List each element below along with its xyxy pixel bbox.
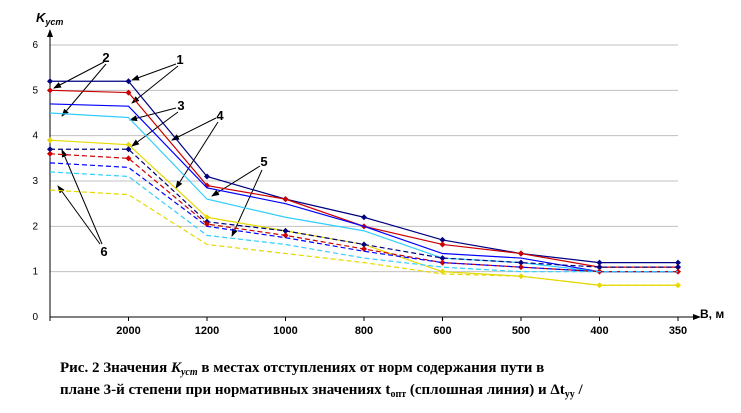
annotation: 6 <box>100 244 107 259</box>
point-marker <box>439 255 446 262</box>
point-marker <box>204 221 210 228</box>
point-marker <box>596 264 603 271</box>
series-line <box>49 171 678 273</box>
x-tick-label: 1200 <box>195 325 219 337</box>
point-marker <box>282 227 289 234</box>
point-marker <box>675 259 681 266</box>
x-tick-label: 350 <box>669 325 687 337</box>
annotation: 5 <box>260 154 267 169</box>
point-marker <box>596 259 603 266</box>
y-tick-label: 3 <box>32 176 38 187</box>
point-marker <box>125 155 132 162</box>
annotation: 1 <box>176 52 183 67</box>
point-marker <box>361 246 367 252</box>
point-marker <box>47 137 53 144</box>
series-line <box>49 189 678 286</box>
point-marker <box>47 87 53 94</box>
point-marker <box>282 232 289 239</box>
point-marker <box>675 282 681 289</box>
point-marker <box>596 282 603 289</box>
caption: Рис. 2 Значения Kуст в местах отступлени… <box>60 360 544 378</box>
point-marker <box>125 89 132 96</box>
y-tick-label: 6 <box>32 40 38 51</box>
series-line <box>49 162 678 273</box>
x-tick-label: 600 <box>433 325 451 337</box>
point-marker <box>282 196 289 203</box>
annotation: 3 <box>177 98 184 113</box>
point-marker <box>125 141 132 148</box>
annotation-arrows <box>53 61 263 245</box>
point-marker <box>47 150 53 157</box>
point-marker <box>439 241 446 248</box>
x-tick-label: 1000 <box>273 325 297 337</box>
annotation: 2 <box>102 50 109 65</box>
x-tick-label: 400 <box>590 325 608 337</box>
point-marker <box>204 214 210 221</box>
point-marker <box>204 173 210 180</box>
x-axis-label: B, м <box>700 307 724 321</box>
point-marker <box>518 273 524 280</box>
point-marker <box>439 268 446 275</box>
point-marker <box>675 264 681 271</box>
series-line <box>49 103 678 273</box>
point-marker <box>439 236 446 243</box>
caption: плане 3-й степени при нормативных значен… <box>60 382 584 400</box>
series-line <box>49 153 678 273</box>
annotation: 4 <box>216 108 224 123</box>
y-tick-label: 5 <box>32 85 38 96</box>
point-marker <box>47 146 53 153</box>
point-marker <box>125 78 132 85</box>
point-marker <box>518 259 524 266</box>
series-line <box>49 139 678 286</box>
x-tick-label: 800 <box>355 325 373 337</box>
point-marker <box>361 214 367 221</box>
point-marker <box>361 241 367 248</box>
y-tick-label: 0 <box>32 312 38 323</box>
y-axis-label: Kуст <box>36 10 63 27</box>
point-marker <box>439 259 446 266</box>
point-marker <box>518 250 524 257</box>
y-tick-label: 4 <box>32 131 38 142</box>
point-marker <box>125 146 132 153</box>
point-marker <box>47 78 53 85</box>
y-tick-label: 2 <box>32 221 38 232</box>
x-tick-label: 500 <box>512 325 530 337</box>
point-marker <box>518 264 524 271</box>
y-tick-label: 1 <box>32 267 38 278</box>
series-line <box>49 112 678 273</box>
x-tick-label: 2000 <box>116 325 140 337</box>
